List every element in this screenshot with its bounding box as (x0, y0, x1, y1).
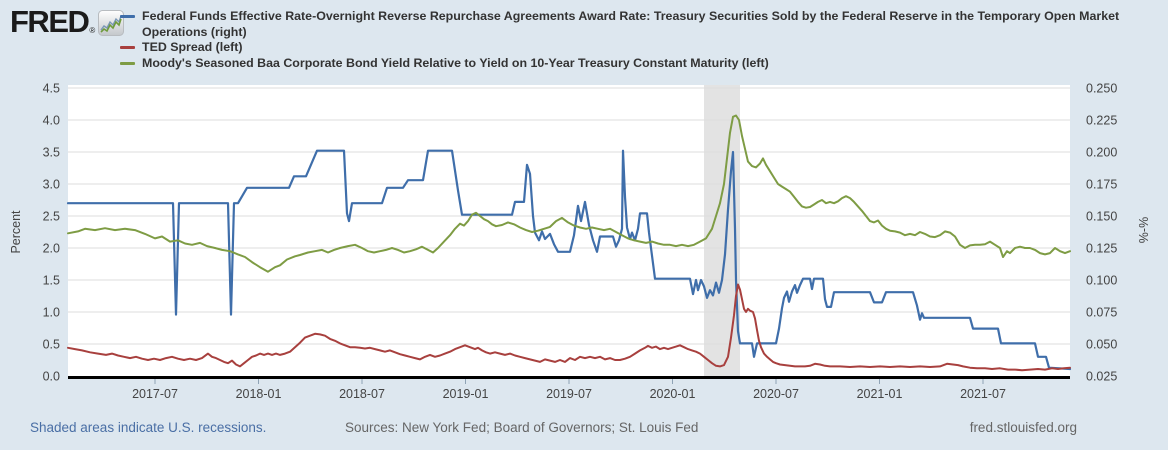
x-tick-label: 2021-07 (960, 387, 1006, 401)
chart-svg[interactable]: 2017-07 2018-01 2018-07 2019-01 2019-07 2020-… (0, 80, 1168, 410)
right-tick-label: 0.175 (1086, 178, 1117, 192)
legend-label: Moody's Seasoned Baa Corporate Bond Yiel… (142, 55, 769, 70)
legend-label: Federal Funds Effective Rate-Overnight R… (142, 9, 1120, 39)
series-line-0 (66, 149, 1072, 371)
right-tick-label: 0.150 (1086, 210, 1117, 224)
plot-background (68, 85, 1070, 376)
right-tick-label: 0.250 (1086, 82, 1117, 96)
chart-area[interactable]: 2017-07 2018-01 2018-07 2019-01 2019-07 2020-… (0, 80, 1168, 410)
left-tick-label: 4.5 (43, 82, 60, 96)
right-tick-label: 0.200 (1086, 146, 1117, 160)
site-link[interactable]: fred.stlouisfed.org (969, 420, 1077, 435)
left-axis-title: Percent (9, 210, 23, 254)
left-tick-label: 1.0 (43, 306, 60, 320)
x-tick-label: 2018-07 (339, 387, 385, 401)
recessions-note-link[interactable]: Shaded areas indicate U.S. recessions. (30, 420, 267, 435)
x-tick-label: 2021-01 (857, 387, 903, 401)
legend-label: TED Spread (left) (142, 40, 243, 54)
registered-mark: ® (89, 26, 96, 35)
series-line-1 (67, 283, 1071, 372)
x-axis-line (68, 376, 1070, 379)
right-axis-title: %-% (1137, 217, 1151, 243)
legend-item: Federal Funds Effective Rate-Overnight R… (120, 9, 1127, 40)
x-tick-label: 2020-07 (753, 387, 799, 401)
right-tick-label: 0.050 (1086, 338, 1117, 352)
series-line-2 (67, 114, 1071, 273)
right-tick-label: 0.125 (1086, 242, 1117, 256)
right-tick-label: 0.025 (1086, 370, 1117, 384)
left-tick-label: 1.5 (43, 274, 60, 288)
left-tick-label: 4.0 (43, 114, 60, 128)
fred-logo: FRED ® (10, 4, 125, 39)
legend-swatch (120, 61, 135, 65)
legend-swatch (120, 15, 135, 18)
x-tick-label: 2017-07 (132, 387, 178, 401)
right-tick-label: 0.225 (1086, 114, 1117, 128)
x-tick-label: 2019-07 (546, 387, 592, 401)
left-tick-label: 3.5 (43, 146, 60, 160)
legend-item: Moody's Seasoned Baa Corporate Bond Yiel… (120, 56, 1127, 72)
chart-legend: Federal Funds Effective Rate-Overnight R… (120, 9, 1127, 71)
x-tick-label: 2018-01 (236, 387, 282, 401)
right-tick-label: 0.100 (1086, 274, 1117, 288)
left-tick-label: 2.0 (43, 242, 60, 256)
left-tick-label: 0.0 (43, 370, 60, 384)
fred-sparkline-icon (98, 10, 125, 36)
sources-text: Sources: New York Fed; Board of Governor… (345, 420, 699, 435)
right-tick-label: 0.075 (1086, 306, 1117, 320)
left-tick-label: 3.0 (43, 178, 60, 192)
x-tick-label: 2019-01 (443, 387, 489, 401)
fred-logo-text: FRED (10, 4, 90, 39)
left-tick-label: 0.5 (43, 338, 60, 352)
legend-item: TED Spread (left) (120, 40, 1127, 56)
legend-swatch (120, 46, 135, 49)
left-tick-label: 2.5 (43, 210, 60, 224)
x-tick-label: 2020-01 (650, 387, 696, 401)
